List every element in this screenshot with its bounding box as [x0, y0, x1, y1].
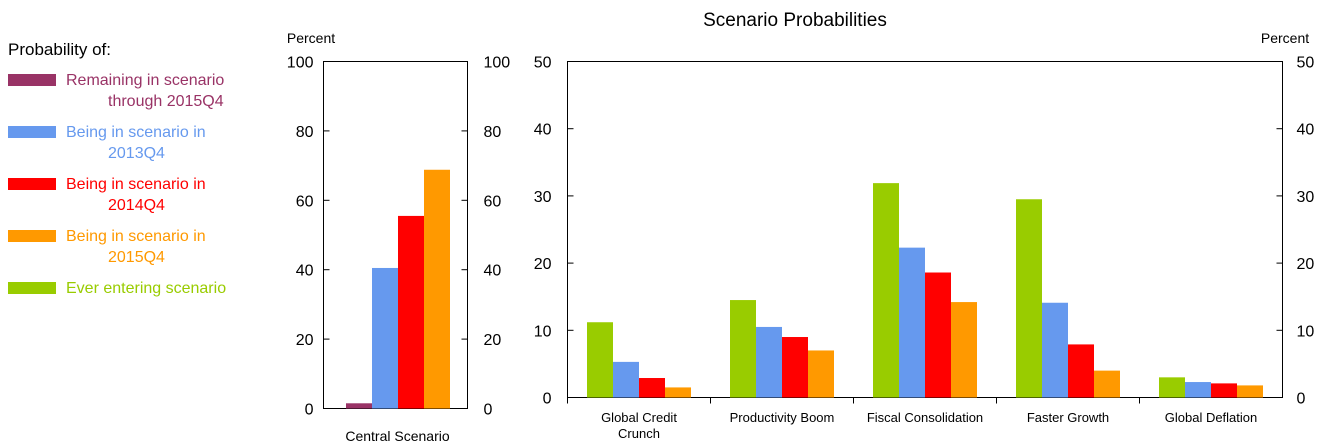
left-panel-bars [346, 169, 450, 409]
bar [730, 300, 756, 398]
right-y-tick-label-right: 50 [1297, 55, 1315, 72]
legend-item: Ever entering scenario [8, 278, 278, 299]
bar [346, 403, 372, 409]
legend-label: Ever entering scenario [66, 278, 278, 299]
legend-label: Being in scenario in 2014Q4 [66, 174, 278, 216]
legend-label: Being in scenario in 2015Q4 [66, 226, 278, 268]
left-y-tick-label-right: 100 [484, 55, 511, 72]
legend-item: Being in scenario in 2013Q4 [8, 122, 278, 164]
right-y-tick-label-right: 10 [1297, 323, 1315, 340]
legend-label-line: Ever entering scenario [66, 280, 227, 297]
right-panel: Percent 0 0 10 10 20 20 30 30 40 40 50 50 Global Cr… [534, 30, 1315, 441]
bar [782, 337, 808, 398]
bar [1016, 199, 1042, 398]
legend-label: Being in scenario in 2013Q4 [66, 122, 278, 164]
right-x-label: Crunch [618, 426, 660, 441]
legend-label-line: 2014Q4 [108, 197, 165, 214]
left-y-tick-label-right: 0 [484, 402, 493, 419]
left-y-tick-label-right: 60 [484, 193, 502, 210]
left-panel-y-axis: 0 0 20 20 40 40 60 60 80 80 100 100 [287, 55, 511, 419]
legend-title: Probability of: [8, 40, 111, 59]
bar [665, 387, 691, 398]
right-x-label: Global Deflation [1165, 410, 1258, 425]
legend-label-line: 2013Q4 [108, 145, 165, 162]
bar [873, 183, 899, 398]
right-y-tick-label: 20 [534, 256, 552, 273]
legend-label-line: 2015Q4 [108, 249, 165, 266]
legend-label: Remaining in scenario through 2015Q4 [66, 70, 278, 112]
legend-swatch [8, 178, 56, 190]
legend-swatch [8, 74, 56, 86]
left-y-tick-label: 60 [296, 193, 314, 210]
bar [1211, 383, 1237, 398]
bar [587, 322, 613, 398]
left-y-tick-label: 40 [296, 263, 314, 280]
right-y-tick-label-right: 0 [1297, 391, 1306, 408]
legend-label-line: through 2015Q4 [108, 93, 224, 110]
bar [1042, 302, 1068, 398]
legend-label-line: Being in scenario in [66, 124, 206, 141]
bar [398, 215, 424, 409]
legend: Probability of: Remaining in scenario thr… [8, 40, 278, 299]
bar [925, 272, 951, 398]
legend-item: Being in scenario in 2015Q4 [8, 226, 278, 268]
bar [951, 302, 977, 398]
legend-item: Remaining in scenario through 2015Q4 [8, 70, 278, 112]
bar [1159, 377, 1185, 398]
left-x-label: Central Scenario [345, 428, 449, 444]
bar [756, 326, 782, 398]
left-y-tick-label: 100 [287, 55, 314, 72]
left-y-tick-label: 20 [296, 332, 314, 349]
legend-swatch [8, 282, 56, 294]
bar [372, 267, 398, 409]
right-y-tick-label-right: 30 [1297, 189, 1315, 206]
left-y-tick-label-right: 20 [484, 332, 502, 349]
legend-label-line: Being in scenario in [66, 228, 206, 245]
right-panel-y-axis: 0 0 10 10 20 20 30 30 40 40 50 50 [534, 55, 1315, 408]
right-y-tick-label: 30 [534, 189, 552, 206]
legend-label-line: Remaining in scenario [66, 72, 225, 89]
bar [424, 169, 450, 409]
right-x-label: Fiscal Consolidation [867, 410, 983, 425]
right-y-tick-label: 10 [534, 323, 552, 340]
legend-label-line: Being in scenario in [66, 176, 206, 193]
legend-item: Being in scenario in 2014Q4 [8, 174, 278, 216]
right-y-tick-label-right: 40 [1297, 122, 1315, 139]
bar [1094, 370, 1120, 398]
bar [1068, 344, 1094, 398]
bar [1185, 382, 1211, 398]
right-y-tick-label: 50 [534, 55, 552, 72]
right-x-label: Global Credit [601, 410, 677, 425]
legend-swatch [8, 126, 56, 138]
bar [639, 378, 665, 398]
right-panel-bars [587, 183, 1263, 398]
left-panel: Percent 0 0 20 20 40 40 60 60 80 80 100 100 Central… [287, 30, 511, 444]
left-y-tick-label: 0 [305, 402, 314, 419]
right-panel-ylabel-right: Percent [1261, 30, 1309, 46]
right-x-label: Faster Growth [1027, 410, 1109, 425]
right-x-label: Productivity Boom [730, 410, 835, 425]
left-panel-ylabel-left: Percent [287, 30, 335, 46]
left-y-tick-label-right: 40 [484, 263, 502, 280]
bar [899, 247, 925, 398]
legend-swatch [8, 230, 56, 242]
chart-title: Scenario Probabilities [703, 10, 887, 31]
bar [808, 350, 834, 398]
left-y-tick-label: 80 [296, 124, 314, 141]
left-panel-x-labels: Central Scenario [345, 428, 449, 444]
right-y-tick-label: 40 [534, 122, 552, 139]
right-y-tick-label: 0 [543, 391, 552, 408]
right-y-tick-label-right: 20 [1297, 256, 1315, 273]
bar [1237, 385, 1263, 398]
legend-items: Remaining in scenario through 2015Q4 Being… [8, 70, 278, 299]
left-y-tick-label-right: 80 [484, 124, 502, 141]
bar [613, 361, 639, 398]
